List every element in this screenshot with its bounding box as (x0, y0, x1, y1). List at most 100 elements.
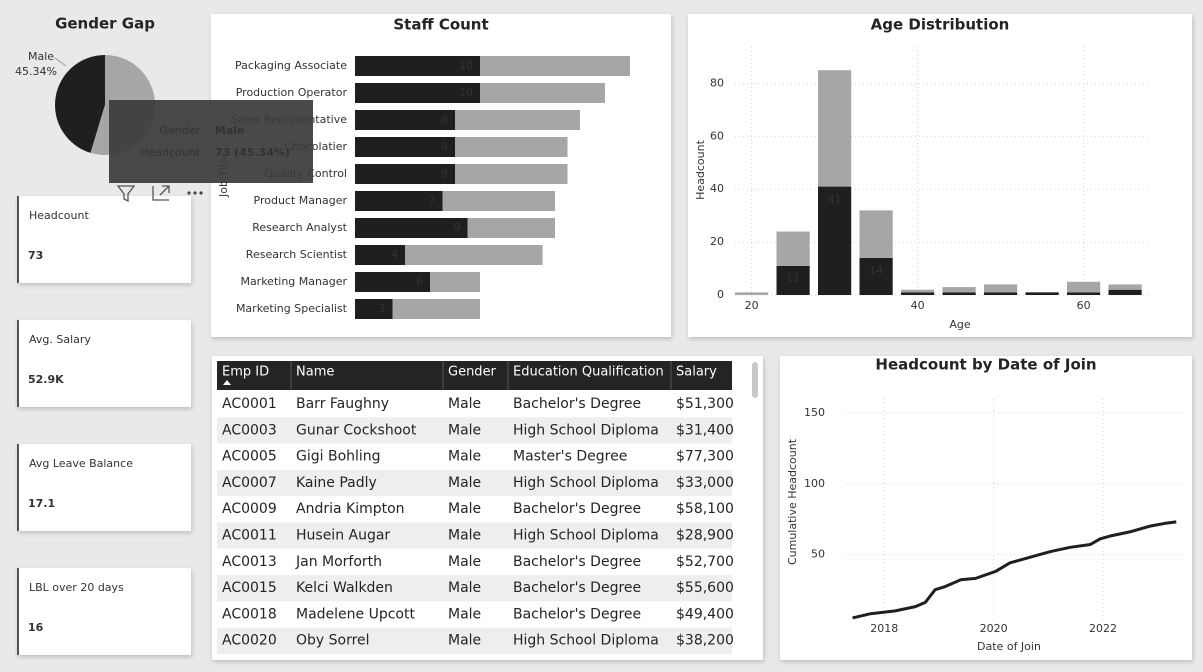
table-header: Salary (676, 365, 717, 380)
table-cell: $58,100 (676, 501, 734, 517)
table-header: Emp ID (222, 365, 269, 380)
scrollbar[interactable] (752, 362, 758, 398)
table-cell: $33,000 (676, 475, 734, 491)
bar (392, 299, 480, 319)
card (17, 568, 191, 655)
data-label: 7 (429, 194, 436, 207)
table-cell: AC0001 (222, 396, 277, 412)
category-label: Marketing Manager (240, 275, 347, 288)
category-label: Research Scientist (246, 248, 348, 261)
table-cell: $31,400 (676, 422, 734, 438)
more-icon[interactable] (187, 191, 191, 195)
tooltip: Gender Male Headcount 73 (45.34%) (109, 100, 313, 183)
category-label: Packaging Associate (235, 59, 347, 72)
bar (1067, 292, 1101, 295)
card-label: Avg. Salary (29, 333, 91, 346)
table-cell: AC0009 (222, 501, 277, 517)
table-row (217, 522, 732, 549)
bar (355, 56, 480, 76)
table-row (217, 391, 732, 418)
table-row (217, 443, 732, 470)
tooltip-bg (109, 100, 313, 183)
bar (859, 210, 893, 258)
table-cell: AC0015 (222, 580, 277, 596)
x-axis-label: Date of Join (977, 640, 1041, 653)
x-tick-label: 2020 (980, 622, 1008, 635)
bar (942, 292, 976, 295)
table-cell: Gigi Bohling (296, 449, 381, 465)
bar (735, 292, 769, 295)
bar (1108, 289, 1142, 295)
table-header: Name (296, 365, 334, 380)
table-cell: Husein Augar (296, 528, 390, 544)
table-cell: Oby Sorrel (296, 633, 370, 649)
table-row (217, 627, 732, 654)
bar (818, 186, 852, 295)
data-label: 3 (379, 302, 386, 315)
category-label: Product Manager (254, 194, 348, 207)
bar (859, 257, 893, 295)
bar (1067, 281, 1101, 293)
table-cell: Male (448, 606, 481, 622)
table-cell: Bachelor's Degree (513, 554, 641, 570)
table-header-bg (217, 361, 732, 390)
bar (455, 137, 568, 157)
table-cell: Barr Faughny (296, 396, 389, 412)
bar (442, 191, 555, 211)
y-tick-label: 150 (804, 406, 825, 419)
table-cell: High School Diploma (513, 422, 659, 438)
line (852, 520, 1177, 620)
y-axis-label: Cumulative Headcount (786, 438, 799, 565)
bar (355, 110, 455, 130)
table-cell: Male (448, 554, 481, 570)
more-icon[interactable] (193, 191, 197, 195)
y-tick-label: 0 (717, 288, 724, 301)
table-cell: $52,700 (676, 554, 734, 570)
table-row (217, 548, 732, 576)
data-label: 8 (441, 140, 448, 153)
bar (355, 299, 393, 319)
table: AC0001 Barr Faughny Male Bachelor's Degree $… (217, 361, 758, 654)
filter-icon[interactable] (116, 185, 136, 203)
bar (405, 245, 543, 265)
y-tick-label: 80 (710, 76, 724, 89)
bar (355, 164, 455, 184)
table-cell: Madelene Upcott (296, 606, 415, 622)
table-cell: Male (448, 528, 481, 544)
bar (1108, 284, 1142, 290)
data-label: 10 (459, 59, 473, 72)
table-cell: High School Diploma (513, 475, 659, 491)
more-icon[interactable] (199, 191, 203, 195)
bar (901, 289, 935, 293)
bar (480, 56, 630, 76)
bar (455, 164, 568, 184)
visual-header-icons (116, 185, 203, 203)
tooltip-value: 73 (45.34%) (215, 146, 290, 159)
table-cell: High School Diploma (513, 633, 659, 649)
table-row (217, 575, 732, 602)
table-cell: $28,900 (676, 528, 734, 544)
focus-icon[interactable] (152, 185, 170, 201)
bar (355, 218, 468, 238)
table-cell: Male (448, 449, 481, 465)
bar (942, 287, 976, 293)
pie-label: Male (28, 50, 54, 63)
data-label: 14 (869, 264, 883, 277)
x-tick-label: 2018 (870, 622, 898, 635)
card-label: Headcount (29, 209, 89, 222)
table-cell: Male (448, 422, 481, 438)
card-label: LBL over 20 days (29, 581, 124, 594)
bar (901, 292, 935, 295)
sort-icon[interactable] (223, 380, 231, 385)
table-cell: Male (448, 580, 481, 596)
bar (776, 265, 810, 295)
y-tick-label: 40 (710, 182, 724, 195)
join-panel (780, 356, 1192, 660)
table-cell: Male (448, 475, 481, 491)
bar (984, 292, 1018, 295)
y-tick-label: 60 (710, 129, 724, 142)
table-cell: AC0011 (222, 528, 277, 544)
x-axis-label: Age (949, 318, 971, 331)
